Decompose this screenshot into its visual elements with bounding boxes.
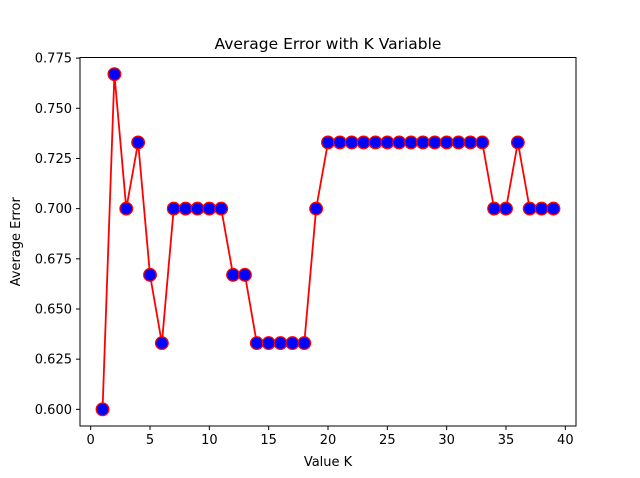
y-tick-label: 0.725: [35, 152, 72, 167]
y-tick-label: 0.625: [35, 353, 72, 368]
data-point: [475, 135, 490, 150]
data-point: [356, 135, 371, 150]
data-point: [143, 267, 157, 282]
x-tick-label: 10: [201, 433, 218, 448]
y-tick-label: 0.650: [35, 302, 72, 317]
x-tick-label: 40: [557, 433, 574, 448]
data-point: [178, 201, 193, 216]
data-point: [119, 201, 134, 216]
data-point: [368, 135, 383, 150]
data-point: [273, 336, 288, 351]
data-point: [380, 135, 395, 150]
data-point: [166, 201, 181, 216]
x-tick-label: 30: [438, 433, 455, 448]
data-point: [107, 67, 122, 82]
data-point: [261, 336, 276, 351]
data-point: [237, 267, 252, 282]
x-tick-label: 20: [320, 433, 337, 448]
data-point: [249, 336, 264, 351]
x-tick-label: 35: [498, 433, 515, 448]
data-point: [392, 135, 407, 150]
x-tick-label: 25: [379, 433, 396, 448]
data-point: [226, 267, 241, 282]
data-point: [546, 201, 561, 216]
x-tick-label: 0: [87, 433, 95, 448]
data-point: [499, 201, 513, 216]
data-point: [285, 336, 300, 351]
x-axis-label: Value K: [304, 455, 353, 470]
data-point: [190, 201, 205, 216]
y-tick-label: 0.775: [35, 52, 72, 67]
data-point: [344, 135, 359, 150]
data-point: [463, 135, 478, 150]
data-point: [427, 135, 442, 150]
data-point: [510, 135, 525, 150]
y-tick-label: 0.600: [35, 403, 72, 418]
x-tick-label: 5: [146, 433, 154, 448]
data-point: [522, 201, 537, 216]
data-point: [487, 201, 502, 216]
y-tick-label: 0.750: [35, 102, 72, 117]
data-point: [415, 135, 430, 150]
data-point: [297, 336, 312, 351]
chart-title: Average Error with K Variable: [215, 35, 442, 53]
data-point: [202, 201, 217, 216]
y-axis-label: Average Error: [9, 197, 24, 287]
data-point: [534, 201, 549, 216]
x-tick-label: 15: [260, 433, 277, 448]
data-point: [154, 336, 169, 351]
data-point: [131, 135, 146, 150]
y-tick-label: 0.675: [35, 252, 72, 267]
data-point: [451, 135, 466, 150]
data-point: [321, 135, 335, 150]
data-layer: [95, 67, 561, 417]
y-tick-label: 0.700: [35, 202, 72, 217]
data-point: [309, 201, 324, 216]
data-point: [404, 135, 419, 150]
data-point: [95, 402, 110, 417]
data-point: [439, 135, 454, 150]
data-point: [214, 201, 229, 216]
data-point: [332, 135, 347, 150]
x-axis-ticks: 0 5 10 15 20 25 30 35 40: [87, 426, 574, 448]
y-axis-ticks: 0.600 0.625 0.650 0.675 0.700 0.725 0.750 0.775: [35, 52, 80, 418]
